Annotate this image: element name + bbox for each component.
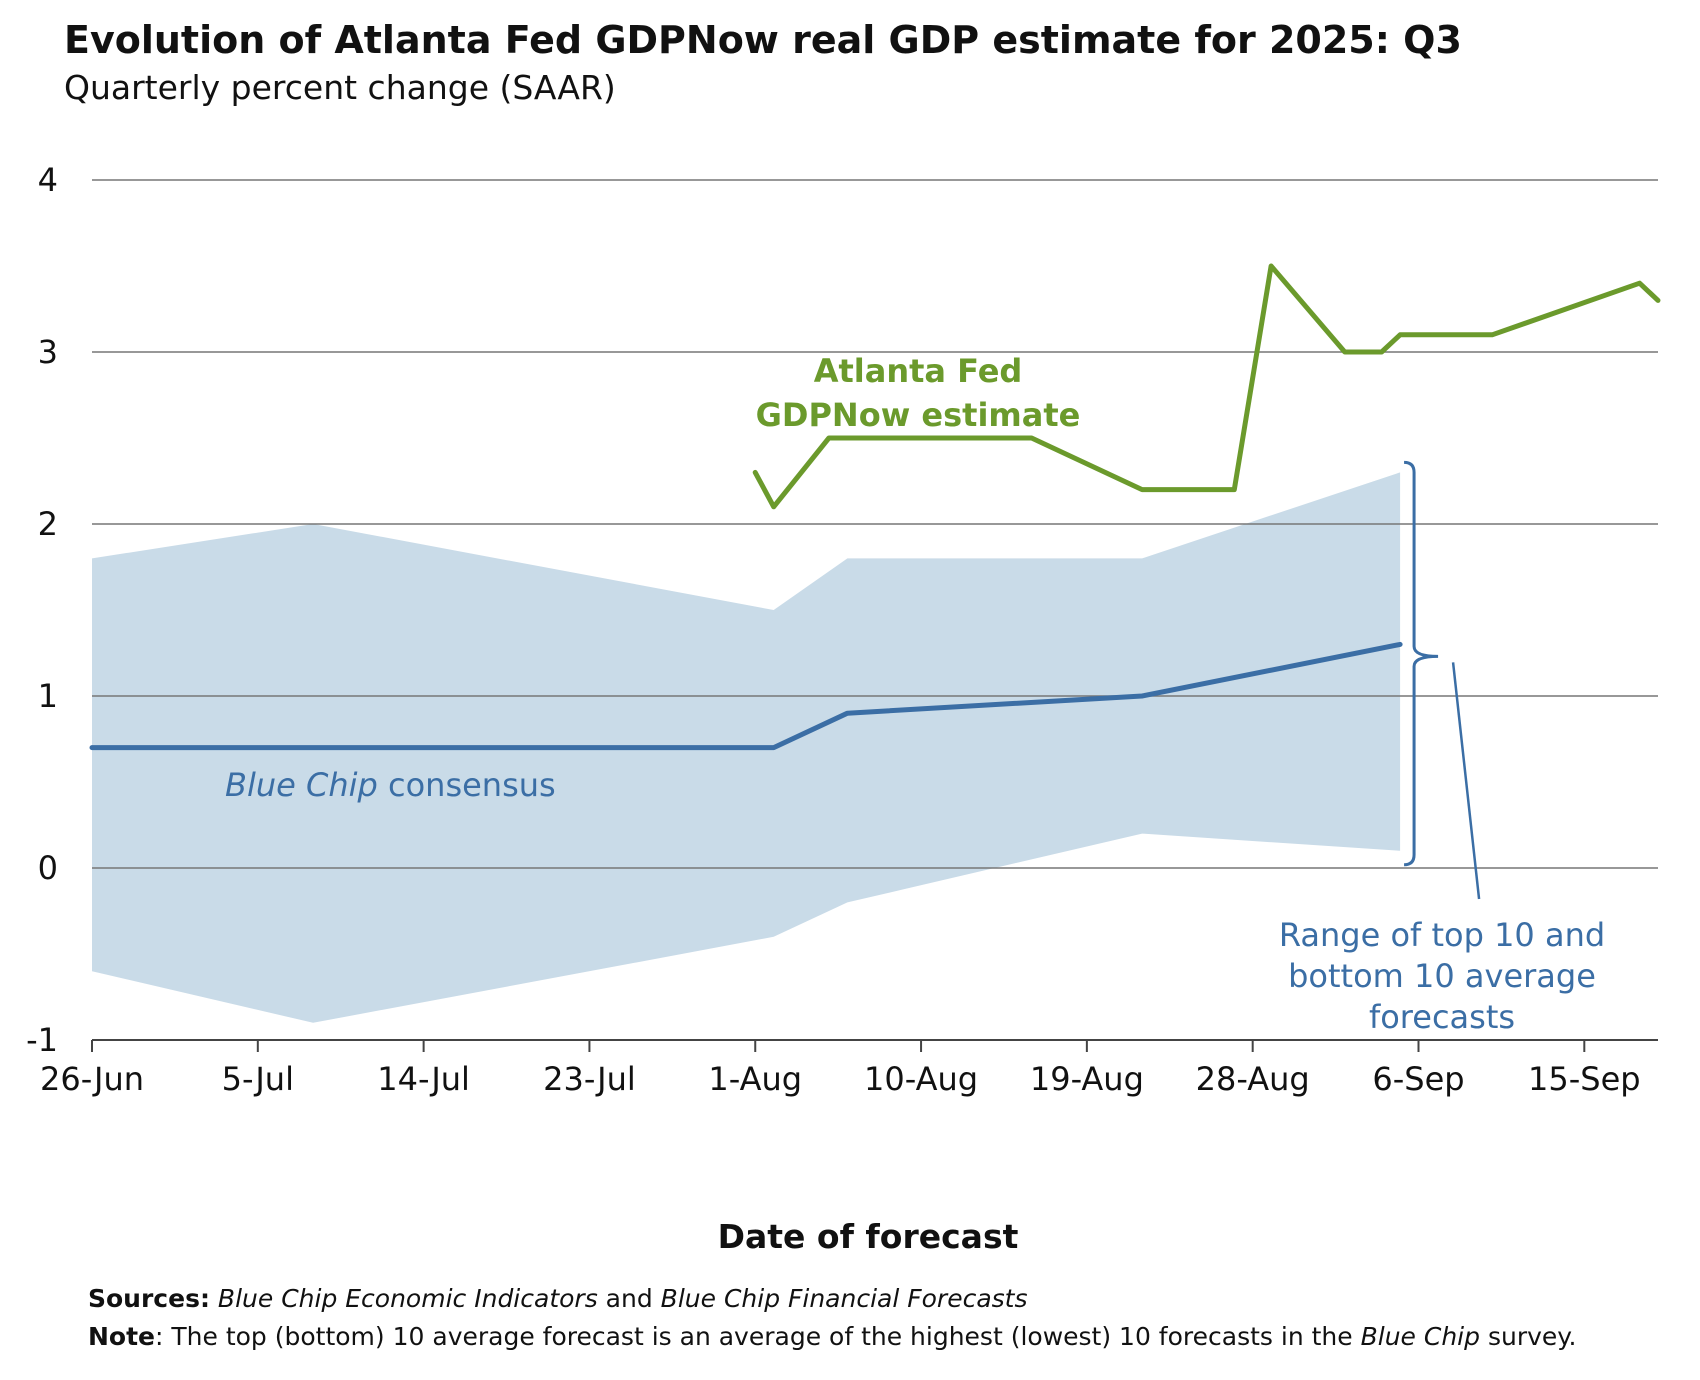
grid-layer — [92, 179, 1658, 1041]
range-bracket — [1403, 460, 1439, 867]
range-pointer-line — [1451, 662, 1481, 900]
range-label-line2: bottom 10 average — [1288, 957, 1596, 995]
chart-title: Evolution of Atlanta Fed GDPNow real GDP… — [64, 18, 1462, 62]
x-tick-label: 23-Jul — [543, 1060, 636, 1098]
x-tick-label: 5-Jul — [222, 1060, 294, 1098]
x-tick-label: 26-Jun — [40, 1060, 144, 1098]
series-line-consensus — [89, 641, 1403, 751]
y-tick-label: 3 — [38, 333, 58, 371]
sources-italic-1: Blue Chip Economic Indicators — [217, 1284, 598, 1313]
gdpnow-label-line1: Atlanta Fed — [814, 352, 1023, 390]
series-line-gdpnow — [752, 263, 1661, 510]
note-label: Note — [88, 1322, 156, 1351]
sources-line: Sources: Blue Chip Economic Indicators a… — [88, 1280, 1576, 1318]
gdpnow-label-line2: GDPNow estimate — [756, 396, 1081, 434]
y-tick-label: 4 — [38, 161, 58, 199]
range-label-line1: Range of top 10 and — [1279, 916, 1605, 954]
x-tick-label: 6-Sep — [1372, 1060, 1464, 1098]
y-tick-label: 0 — [38, 849, 58, 887]
chart: -1 0 1 2 3 4 26-Jun 5-Jul 14-Jul 23-Jul 1-Aug 10-Au… — [26, 161, 1661, 1256]
annotation-layer: Atlanta Fed GDPNow estimate Blue Chip co… — [225, 352, 1605, 1036]
x-axis-label: Date of forecast — [718, 1217, 1019, 1256]
sources-italic-2: Blue Chip Financial Forecasts — [660, 1284, 1028, 1313]
consensus-label-rest: consensus — [378, 766, 556, 804]
x-tick-label: 28-Aug — [1196, 1060, 1310, 1098]
chart-subtitle: Quarterly percent change (SAAR) — [64, 68, 616, 107]
x-tick-label: 15-Sep — [1528, 1060, 1641, 1098]
note-text-1: : The top (bottom) 10 average forecast i… — [155, 1322, 1361, 1351]
y-tick-label: -1 — [26, 1021, 58, 1059]
footer: Sources: Blue Chip Economic Indicators a… — [88, 1280, 1576, 1356]
series-layer — [89, 263, 1661, 751]
y-tick-label: 1 — [38, 677, 58, 715]
range-label-line3: forecasts — [1369, 998, 1515, 1036]
note-line: Note: The top (bottom) 10 average foreca… — [88, 1318, 1576, 1356]
sources-label: Sources: — [88, 1284, 210, 1313]
x-tick-label: 14-Jul — [377, 1060, 470, 1098]
consensus-label: Blue Chip consensus — [225, 766, 556, 804]
bracket-layer — [1403, 460, 1481, 900]
note-text-2: survey. — [1480, 1322, 1577, 1351]
axis-layer: -1 0 1 2 3 4 26-Jun 5-Jul 14-Jul 23-Jul 1-Aug 10-Au… — [26, 161, 1641, 1098]
y-tick-label: 2 — [38, 505, 58, 543]
consensus-label-italic: Blue Chip — [225, 766, 378, 804]
x-tick-label: 10-Aug — [864, 1060, 978, 1098]
x-tick-label: 1-Aug — [708, 1060, 802, 1098]
note-italic: Blue Chip — [1360, 1322, 1480, 1351]
sources-and: and — [597, 1284, 661, 1313]
x-tick-label: 19-Aug — [1030, 1060, 1144, 1098]
